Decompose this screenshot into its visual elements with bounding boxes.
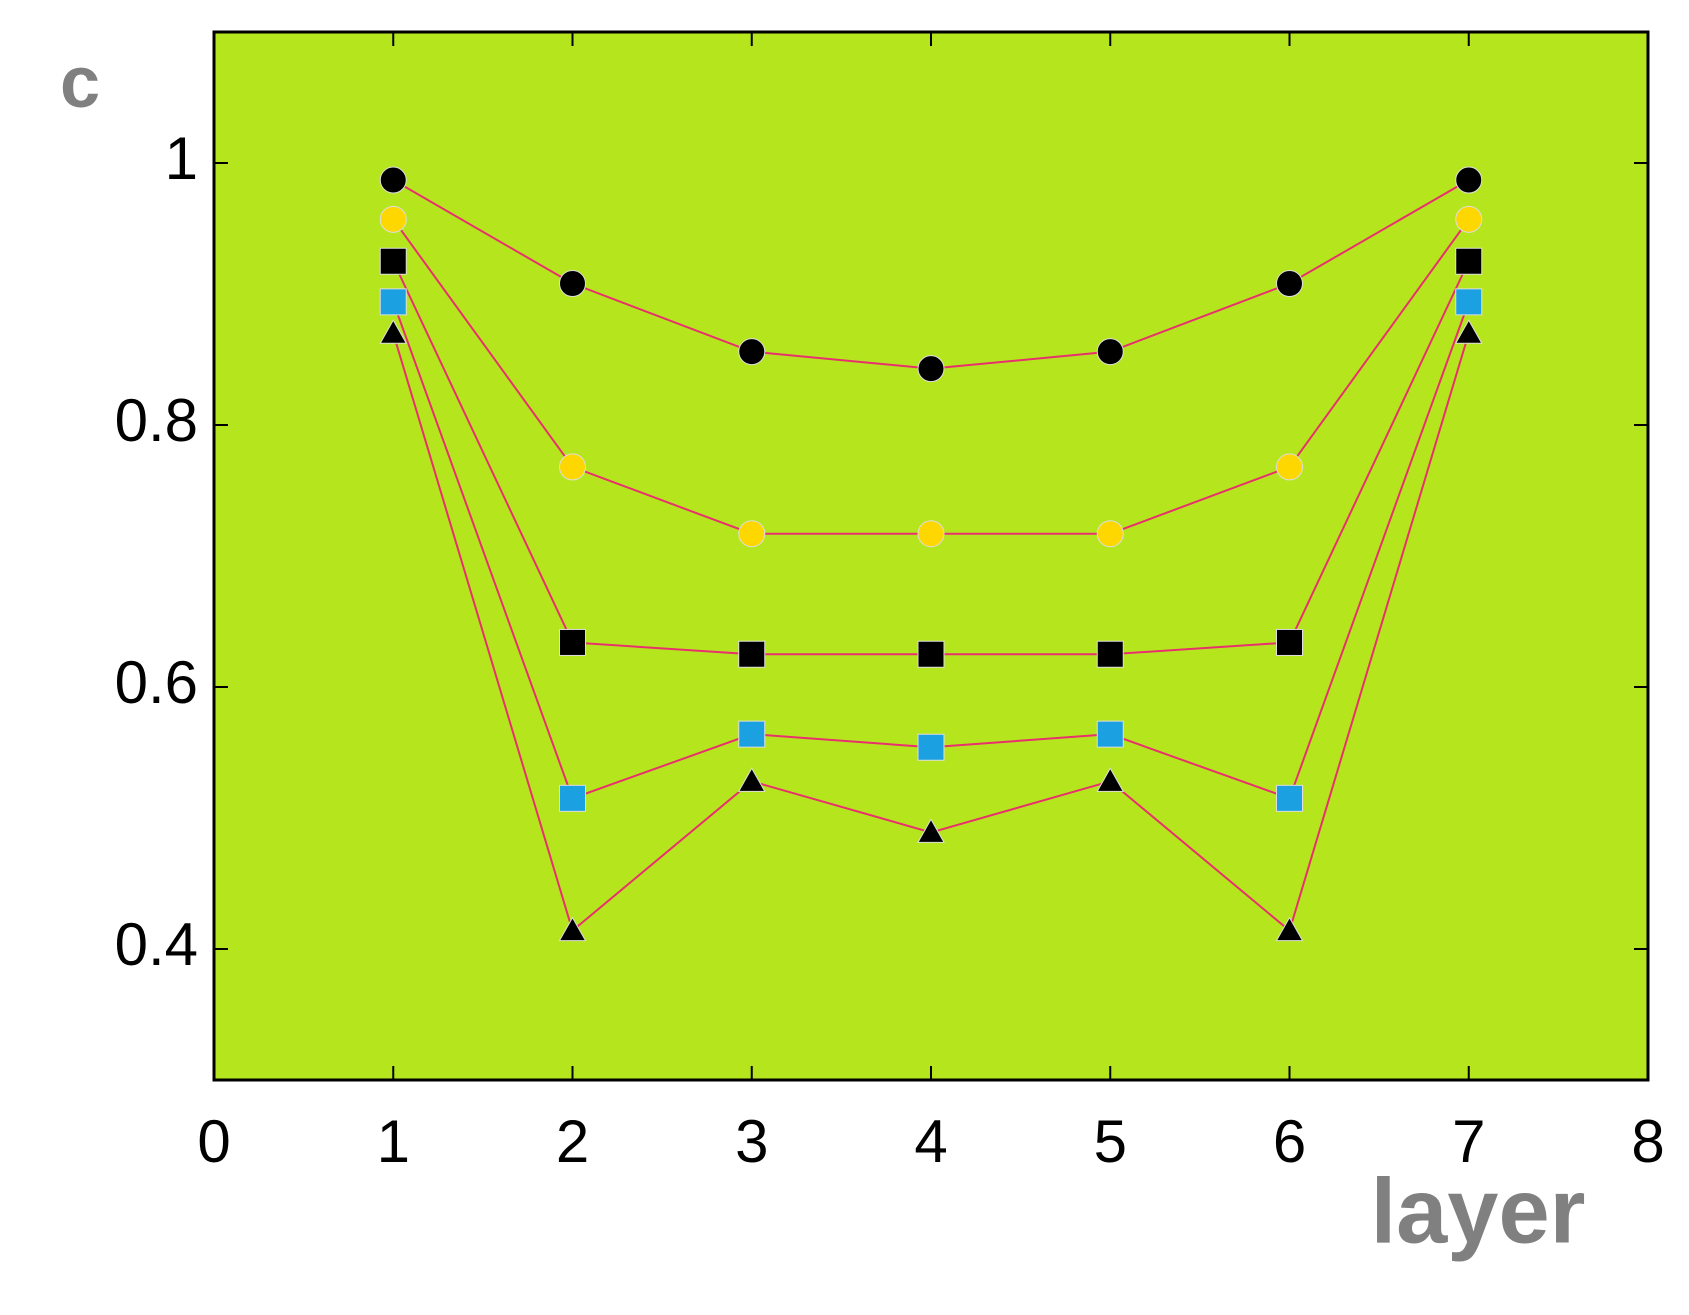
point [738, 640, 766, 668]
x-tick-label: 8 [1631, 1108, 1664, 1175]
point [1096, 640, 1124, 668]
x-tick-label: 0 [197, 1108, 230, 1175]
point [917, 733, 945, 761]
point [1455, 247, 1483, 275]
plot-frame [212, 30, 1650, 1082]
point [379, 166, 407, 194]
point [1275, 916, 1304, 942]
x-tick-label: 6 [1273, 1108, 1306, 1175]
point [559, 784, 586, 812]
point [738, 720, 766, 748]
point [1096, 720, 1124, 748]
point [558, 916, 587, 942]
point [379, 247, 407, 275]
point [559, 628, 586, 656]
point [1096, 520, 1124, 548]
y-tick-label: 1 [165, 125, 198, 192]
point [737, 767, 766, 792]
y-tick-label: 0.4 [115, 911, 198, 978]
point [1455, 288, 1483, 316]
point [1276, 628, 1303, 656]
point [917, 520, 945, 548]
point [917, 640, 945, 668]
y-tick-label: 0.6 [115, 649, 198, 716]
point [1276, 270, 1303, 298]
point [559, 453, 586, 481]
point [559, 270, 586, 298]
x-tick-label: 2 [556, 1108, 589, 1175]
y-axis-label: c [60, 43, 100, 123]
point [917, 355, 945, 383]
point [1276, 784, 1303, 812]
x-tick-label: 3 [735, 1108, 768, 1175]
x-tick-label: 7 [1452, 1108, 1485, 1175]
point [1455, 166, 1483, 194]
y-tick-label: 0.8 [115, 387, 198, 454]
point [379, 319, 408, 344]
x-tick-label: 5 [1094, 1108, 1127, 1175]
x-tick-label: 4 [914, 1108, 947, 1175]
point [738, 520, 766, 548]
point [1096, 767, 1125, 792]
point [379, 288, 407, 316]
point [379, 205, 407, 233]
point [1096, 338, 1124, 366]
point [917, 818, 945, 843]
plot-area [214, 32, 1648, 1080]
point [1276, 453, 1303, 481]
x-tick-label: 1 [377, 1108, 410, 1175]
point [738, 338, 766, 366]
point [1454, 319, 1483, 344]
point [1455, 205, 1483, 233]
x-axis-label: layer [1371, 1160, 1586, 1262]
